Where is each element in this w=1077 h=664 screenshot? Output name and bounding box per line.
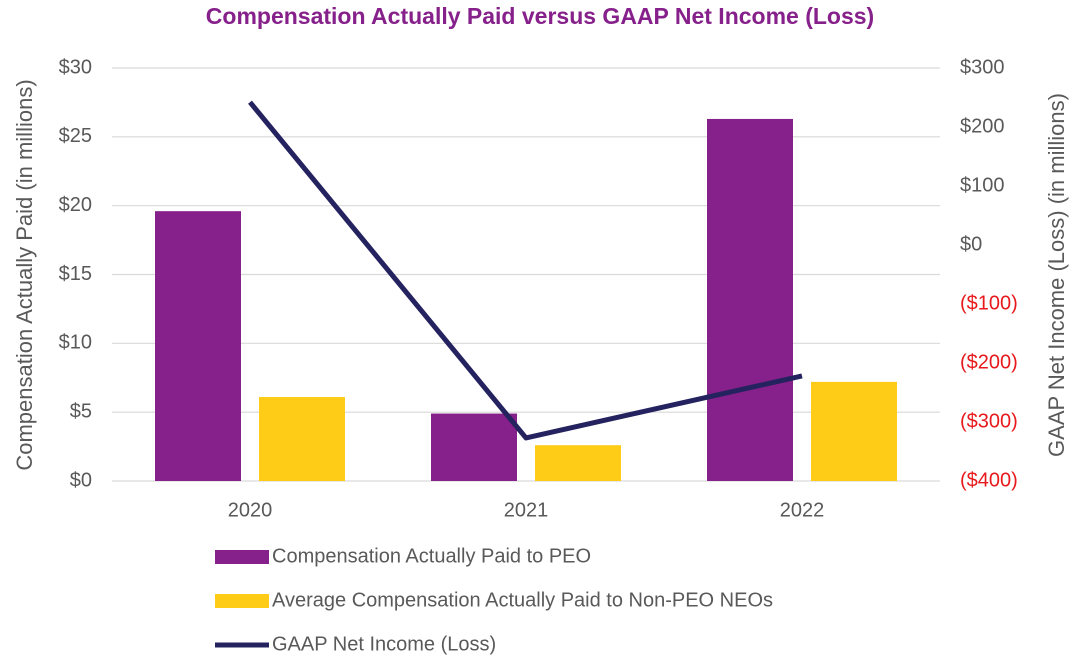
line-series bbox=[248, 100, 803, 441]
x-tick-label: 2020 bbox=[228, 499, 273, 521]
y2-tick-label: ($200) bbox=[960, 351, 1018, 373]
bar bbox=[811, 381, 897, 481]
bar bbox=[259, 397, 345, 481]
legend-label: GAAP Net Income (Loss) bbox=[272, 633, 496, 655]
y2-tick-label: ($300) bbox=[960, 410, 1018, 432]
legend-label: Compensation Actually Paid to PEO bbox=[272, 545, 591, 567]
y-tick-label: $10 bbox=[59, 332, 92, 354]
bar bbox=[535, 445, 621, 481]
y-tick-label: $15 bbox=[59, 263, 92, 285]
x-tick-label: 2021 bbox=[504, 499, 549, 521]
y2-tick-label: ($400) bbox=[960, 469, 1018, 491]
y2-axis-label: GAAP Net Income (Loss) (in millions) bbox=[1044, 93, 1069, 457]
y2-tick-label: $100 bbox=[960, 174, 1005, 196]
y-tick-label: $0 bbox=[70, 469, 92, 491]
bar bbox=[155, 211, 241, 481]
y-tick-label: $30 bbox=[59, 56, 92, 78]
legend-label: Average Compensation Actually Paid to No… bbox=[272, 589, 773, 611]
y2-tick-label: $300 bbox=[960, 56, 1005, 78]
y-tick-label: $5 bbox=[70, 400, 92, 422]
chart-title: Compensation Actually Paid versus GAAP N… bbox=[206, 3, 874, 29]
legend-swatch bbox=[215, 594, 269, 608]
y2-tick-label: $200 bbox=[960, 115, 1005, 137]
x-tick-label: 2022 bbox=[780, 499, 825, 521]
legend-swatch bbox=[215, 550, 269, 564]
y-tick-label: $20 bbox=[59, 194, 92, 216]
y2-tick-label: ($100) bbox=[960, 292, 1018, 314]
bar bbox=[707, 118, 793, 481]
y-axis-label: Compensation Actually Paid (in millions) bbox=[12, 79, 37, 470]
bar bbox=[431, 413, 517, 481]
y2-tick-label: $0 bbox=[960, 233, 982, 255]
y-tick-label: $25 bbox=[59, 125, 92, 147]
